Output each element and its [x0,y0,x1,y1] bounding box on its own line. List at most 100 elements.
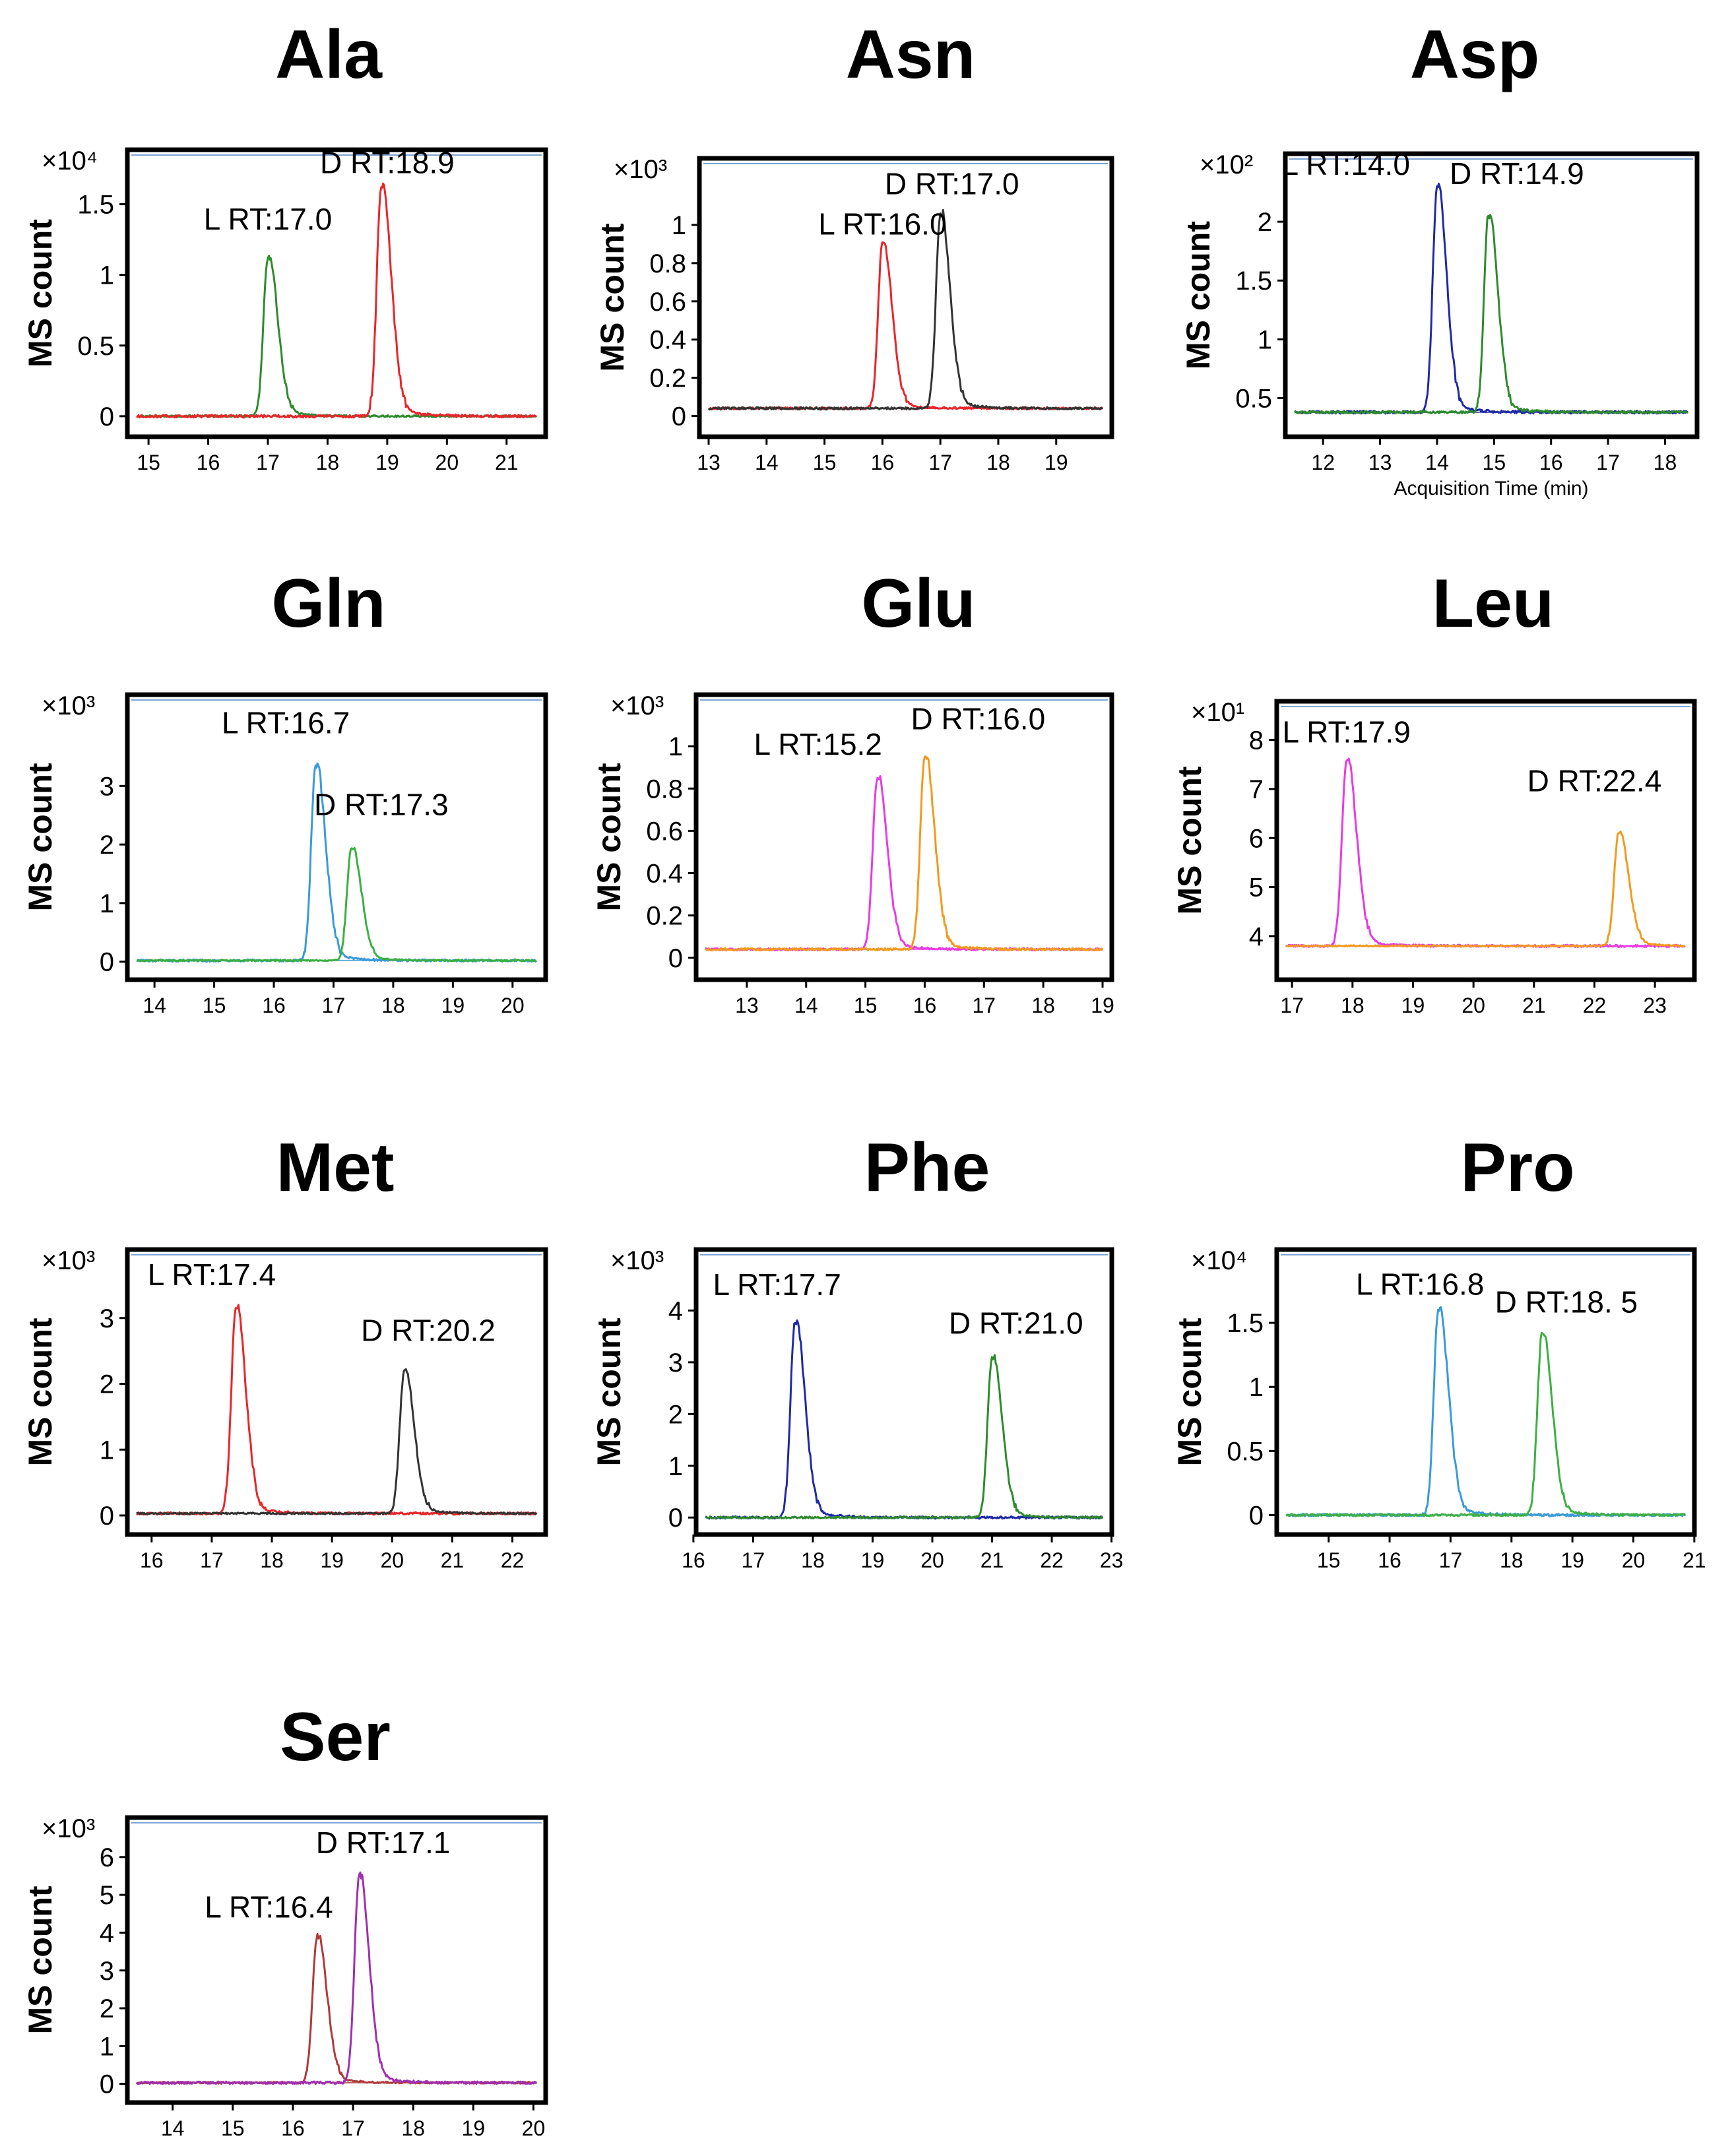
y-tick-label: 4 [668,1296,683,1325]
y-tick-label: 8 [1249,726,1264,755]
y-axis-label: MS count [1180,221,1217,369]
x-tick-label: 17 [1596,451,1620,474]
y-tick-label: 0 [672,402,686,431]
panel-title: Ser [280,1699,391,1775]
x-tick-label: 15 [813,451,837,474]
panel-glu: Glu MS count ×10³ 0 0.2 0.4 0.6 0.8 1 13 14 15 16 17 1… [591,565,1114,1017]
x-tick-label: 19 [375,451,399,474]
panel-met: Met MS count ×10³ 0 1 2 3 16 17 18 19 20 21 22 L RT:17… [22,1129,548,1572]
y-tick-label: 0.8 [646,775,683,804]
x-tick-label: 18 [986,451,1010,474]
peak-label: L RT:17.9 [1282,714,1410,749]
y-tick-label: 0.5 [1227,1437,1264,1466]
y-axis-label: MS count [591,1317,627,1466]
x-tick-label: 14 [143,994,166,1017]
x-tick-label: 21 [980,1548,1004,1572]
plot-frame [1274,699,1697,982]
peak-label: D RT:17.1 [316,1825,451,1860]
x-tick-label: 17 [256,451,280,474]
peak-label: L RT:17.7 [713,1267,841,1302]
y-tick-label: 1.5 [77,191,114,220]
y-tick-label: 5 [100,1881,114,1910]
x-tick-label: 13 [1368,451,1392,474]
x-tick-label: 19 [1044,451,1068,474]
peak-label: D RT:20.2 [361,1314,496,1348]
peak-label: L RT:16.8 [1356,1267,1484,1301]
x-tick-label: 17 [928,451,952,474]
x-tick-label: 13 [735,994,759,1017]
y-tick-label: 1.5 [1235,267,1272,296]
x-tick-label: 19 [462,2116,486,2140]
y-tick-label: 1 [668,732,683,761]
x-tick-label: 16 [871,451,895,474]
y-multiplier: ×10⁴ [42,146,98,175]
series-line-d [135,1871,538,2085]
plot-frame [125,1247,548,1537]
y-tick-label: 0.4 [646,860,683,889]
y-multiplier: ×10³ [42,1246,95,1275]
x-tick-label: 16 [262,994,286,1017]
y-tick-label: 1.5 [1227,1309,1264,1338]
y-multiplier: ×10¹ [1191,698,1244,727]
y-tick-label: 2 [100,831,114,860]
x-tick-label: 23 [1100,1548,1124,1572]
x-tick-label: 18 [1031,994,1055,1017]
y-tick-label: 2 [668,1400,683,1429]
x-tick-label: 19 [1401,994,1425,1017]
x-tick-label: 13 [697,451,721,474]
x-tick-label: 17 [200,1548,224,1572]
x-tick-label: 19 [320,1548,344,1572]
peak-label: L RT:14.0 [1282,147,1410,181]
peak-label: L RT:17.4 [148,1257,276,1292]
y-tick-label: 2 [1258,208,1272,237]
x-tick-label: 19 [861,1548,885,1572]
panel-title: Met [276,1129,394,1206]
x-tick-label: 14 [794,994,818,1017]
peak-label: L RT:16.4 [205,1890,333,1924]
x-tick-label: 16 [140,1548,164,1572]
y-tick-label: 0 [1249,1501,1264,1530]
panel-asp: Asp MS count ×10² 0.5 1 1.5 2 12 13 14 15 16 17 18 Acq… [1180,16,1700,499]
x-tick-label: 18 [401,2116,425,2140]
x-tick-label: 21 [495,451,519,474]
series-line-d [136,182,538,419]
x-tick-label: 16 [913,994,937,1017]
y-tick-label: 0 [100,948,114,977]
peak-label: D RT:18.9 [320,145,455,179]
x-tick-label: 18 [316,451,340,474]
x-tick-label: 20 [522,2116,546,2140]
y-axis-label: MS count [22,219,59,367]
peak-label: L RT:16.7 [222,705,350,740]
y-tick-label: 0 [100,1502,114,1531]
y-tick-label: 0.6 [646,817,683,846]
y-tick-label: 1 [668,1452,683,1481]
x-tick-label: 20 [1622,1548,1646,1572]
y-multiplier: ×10³ [614,155,667,184]
peak-label: D RT:18. 5 [1495,1285,1638,1319]
y-multiplier: ×10³ [42,1814,95,1843]
y-tick-label: 0.2 [646,902,683,931]
series-line-d [1285,1331,1686,1517]
series-line-d [1294,214,1688,415]
x-tick-label: 17 [742,1548,765,1572]
peak-label: D RT:22.4 [1527,764,1662,798]
y-tick-label: 1 [100,2032,114,2061]
x-tick-label: 19 [1560,1548,1584,1572]
x-tick-label: 21 [1522,994,1546,1017]
x-tick-label: 17 [341,2116,365,2140]
x-tick-label: 14 [755,451,779,474]
x-tick-label: 20 [380,1548,404,1572]
series-line-d [136,847,537,963]
x-tick-label: 23 [1643,994,1667,1017]
x-tick-label: 15 [1483,451,1506,474]
y-tick-label: 2 [100,1370,114,1399]
plot-frame [693,692,1114,982]
y-tick-label: 5 [1249,873,1264,903]
y-tick-label: 1 [1249,1373,1264,1402]
x-tick-label: 19 [441,994,465,1017]
y-axis-label: MS count [591,763,627,911]
panel-title: Asn [846,16,975,93]
panel-ala: Ala MS count ×10⁴ 0 0.5 1 1.5 15 16 17 18 19 20 21 L R… [22,16,548,474]
